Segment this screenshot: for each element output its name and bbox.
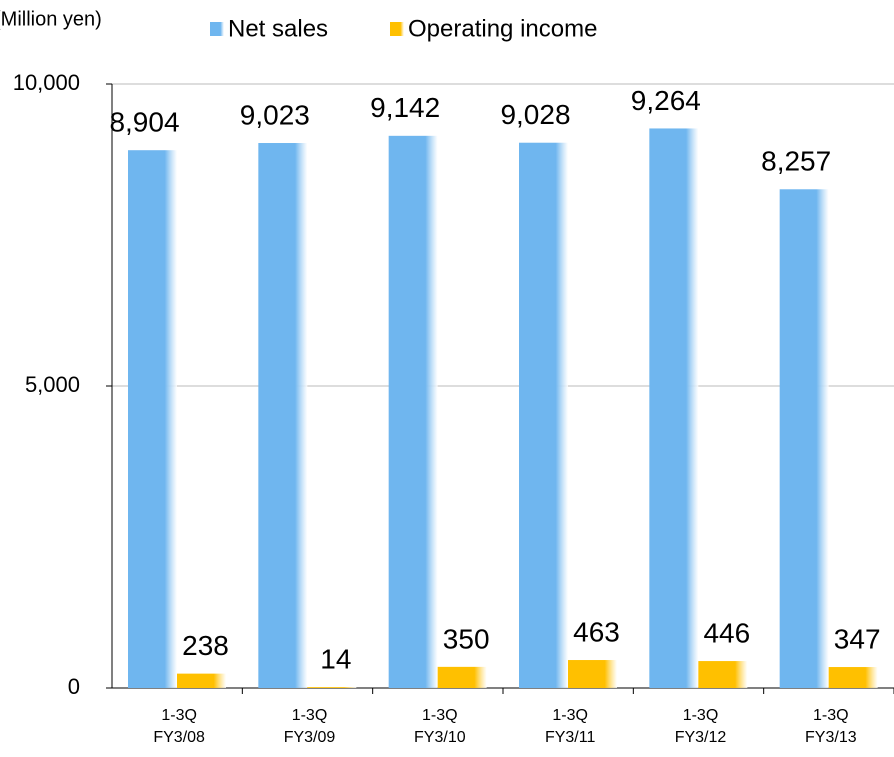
bar xyxy=(258,143,308,688)
legend-swatch xyxy=(210,22,224,36)
data-label: 9,264 xyxy=(631,85,701,116)
x-tick-label: FY3/11 xyxy=(545,729,596,746)
legend-swatch xyxy=(390,22,404,36)
x-tick-label: FY3/13 xyxy=(805,729,857,746)
data-label: 350 xyxy=(443,623,490,654)
legend-label: Operating income xyxy=(408,15,597,42)
y-axis-label: (Million yen) xyxy=(0,8,102,30)
bar xyxy=(519,142,568,688)
y-tick-label: 0 xyxy=(68,674,80,699)
data-label: 8,257 xyxy=(761,146,831,177)
data-label: 463 xyxy=(573,616,620,647)
x-tick-label: FY3/10 xyxy=(414,729,466,746)
x-tick-label: FY3/08 xyxy=(153,729,205,746)
data-label: 8,904 xyxy=(109,107,179,138)
data-label: 446 xyxy=(703,617,750,648)
data-label: 9,142 xyxy=(370,92,440,123)
data-label: 347 xyxy=(834,623,881,654)
y-tick-label: 5,000 xyxy=(25,372,80,397)
bar xyxy=(779,189,829,688)
x-tick-label: 1-3Q xyxy=(161,707,197,724)
bar xyxy=(828,667,878,688)
bar xyxy=(307,687,357,688)
x-tick-label: 1-3Q xyxy=(813,707,849,724)
bar xyxy=(698,661,748,688)
bar xyxy=(388,135,438,689)
x-tick-label: 1-3Q xyxy=(422,707,458,724)
legend-label: Net sales xyxy=(228,15,328,42)
x-tick-label: FY3/09 xyxy=(284,729,336,746)
x-tick-label: 1-3Q xyxy=(552,707,588,724)
bar xyxy=(437,666,487,688)
bar xyxy=(128,150,177,689)
bar xyxy=(649,128,699,688)
data-label: 238 xyxy=(182,630,229,661)
y-tick-label: 10,000 xyxy=(13,70,80,95)
data-label: 9,023 xyxy=(240,99,310,130)
bar xyxy=(177,673,226,688)
bar xyxy=(568,660,617,688)
x-tick-label: 1-3Q xyxy=(683,707,719,724)
data-label: 9,028 xyxy=(500,99,570,130)
x-tick-label: FY3/12 xyxy=(675,729,727,746)
x-tick-label: 1-3Q xyxy=(292,707,328,724)
data-label: 14 xyxy=(320,644,351,675)
